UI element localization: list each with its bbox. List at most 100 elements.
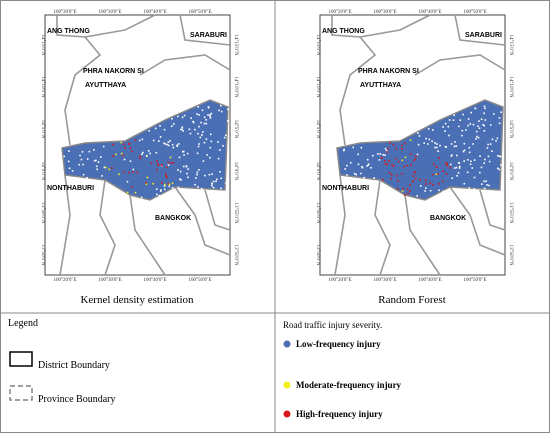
injury-point <box>181 126 184 128</box>
injury-point <box>463 160 465 162</box>
injury-point <box>219 149 221 151</box>
injury-point <box>100 156 102 158</box>
injury-point <box>438 189 440 192</box>
boundary <box>404 194 441 276</box>
injury-point <box>467 159 469 161</box>
injury-point <box>217 157 220 160</box>
injury-point <box>205 122 208 125</box>
injury-point <box>128 171 131 174</box>
injury-point <box>343 149 345 152</box>
boundary <box>59 174 71 276</box>
injury-point <box>141 153 143 156</box>
injury-point <box>152 139 155 142</box>
injury-point <box>401 173 403 175</box>
injury-point <box>190 117 192 119</box>
injury-point <box>487 155 490 158</box>
injury-point <box>483 105 486 108</box>
injury-point <box>183 154 185 156</box>
injury-point <box>500 164 502 166</box>
injury-point <box>203 141 206 144</box>
study-area <box>336 99 504 201</box>
lat-label: 14°5'0"N <box>315 120 320 139</box>
injury-point <box>455 145 458 147</box>
injury-point <box>360 146 363 149</box>
injury-point <box>157 163 159 165</box>
injury-point <box>128 142 131 145</box>
injury-point <box>194 183 196 186</box>
injury-point <box>484 119 487 121</box>
lat-label: 14°5'0"N <box>508 120 513 139</box>
injury-point <box>181 116 184 119</box>
place-label: AYUTTHAYA <box>85 82 126 89</box>
injury-point <box>436 143 438 145</box>
injury-point <box>438 183 440 185</box>
injury-point <box>423 142 425 144</box>
injury-point <box>360 172 362 175</box>
injury-point <box>444 145 447 148</box>
injury-point <box>367 164 370 166</box>
boundary <box>204 189 231 231</box>
severity-dot <box>283 410 291 418</box>
injury-point <box>156 188 158 190</box>
injury-point <box>169 139 171 142</box>
place-label: BANGKOK <box>155 215 191 222</box>
injury-point <box>227 120 229 122</box>
injury-point <box>197 186 199 188</box>
injury-point <box>196 173 198 176</box>
injury-point <box>484 158 486 161</box>
lat-label: 13°50'0"N <box>315 244 320 265</box>
injury-point <box>434 146 436 149</box>
injury-point <box>446 163 448 165</box>
district-icon <box>9 351 33 367</box>
injury-point <box>385 149 388 152</box>
injury-point <box>222 145 224 147</box>
injury-point <box>171 187 174 189</box>
injury-point <box>220 187 222 190</box>
injury-point <box>207 106 210 108</box>
place-label: ANG THONG <box>322 28 365 35</box>
injury-point <box>409 153 412 156</box>
injury-point <box>478 120 480 122</box>
injury-point <box>122 170 125 173</box>
injury-point <box>442 180 444 183</box>
injury-point <box>192 120 194 123</box>
injury-point <box>177 186 180 189</box>
injury-point <box>453 114 455 116</box>
injury-point <box>197 132 199 135</box>
boundary <box>56 15 102 146</box>
boundary <box>359 14 431 38</box>
lat-label: 14°15'0"N <box>508 34 513 55</box>
injury-point <box>403 165 406 168</box>
lat-label: 14°10'0"N <box>508 76 513 97</box>
injury-point <box>450 155 453 157</box>
injury-point <box>145 154 148 157</box>
injury-point <box>468 146 471 149</box>
injury-point <box>145 183 148 185</box>
injury-point <box>179 170 182 173</box>
injury-point <box>458 125 460 128</box>
injury-point <box>412 175 415 177</box>
injury-point <box>387 147 390 150</box>
injury-point <box>397 160 400 163</box>
injury-point <box>372 154 374 157</box>
injury-point <box>402 187 404 190</box>
injury-point <box>471 167 474 169</box>
injury-point <box>442 190 445 193</box>
injury-point <box>220 177 223 180</box>
injury-point <box>445 146 447 148</box>
injury-point <box>461 134 463 137</box>
injury-point <box>448 134 450 137</box>
injury-point <box>361 166 364 169</box>
injury-point <box>397 188 399 190</box>
injury-point <box>204 174 206 177</box>
injury-point <box>167 182 170 185</box>
injury-point <box>472 143 474 145</box>
injury-point <box>182 150 184 153</box>
injury-point <box>172 161 175 164</box>
severity-legend: Low-frequency injury Moderate-frequency i… <box>283 339 402 419</box>
injury-point <box>95 159 97 162</box>
injury-point <box>186 172 188 175</box>
lat-label: 14°0'0"N <box>315 162 320 181</box>
injury-point <box>160 189 162 191</box>
injury-point <box>397 180 399 182</box>
